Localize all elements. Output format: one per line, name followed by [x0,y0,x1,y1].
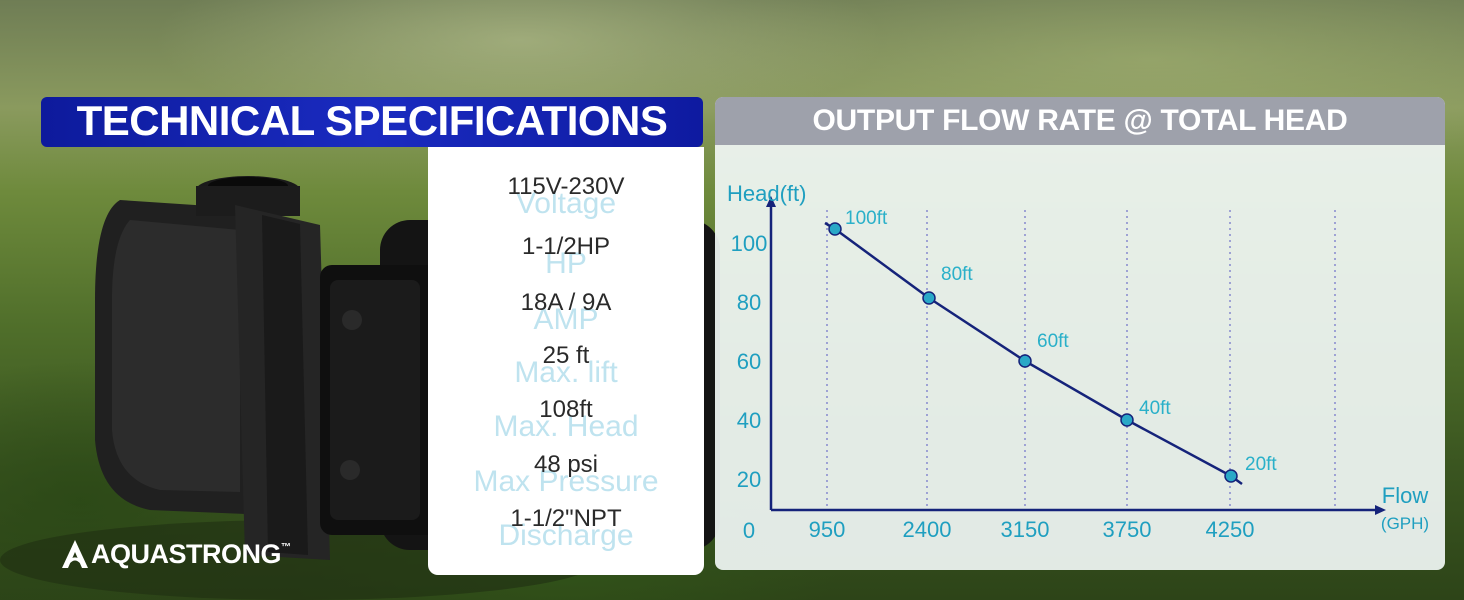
brand-name: AQUASTRONG [91,538,282,569]
spec-label: Max Pressure [473,465,659,498]
spec-value: 1-1/2HP [521,233,611,260]
spec-row-voltage: Voltage 115V-230V [428,167,704,227]
flow-chart: Head(ft) Flow (GPH) 0 100 80 60 40 20 950 2400 3150… [727,181,1429,543]
spec-row-max-head: Max. Head 108ft [428,390,704,450]
data-point [1018,354,1032,368]
spec-value: 25 ft [542,342,590,369]
brand-trademark: ™ [281,542,291,553]
x-tick-label: 4250 [1206,517,1255,542]
y-axis-label: Head(ft) [727,181,806,206]
y-tick-label: 60 [737,349,761,374]
y-tick-label: 20 [737,467,761,492]
y-tick-label: 40 [737,408,761,433]
chart-title: OUTPUT FLOW RATE @ TOTAL HEAD [715,97,1445,145]
spec-row-amp: AMP 18A / 9A [428,283,704,343]
y-tick-label: 80 [737,290,761,315]
data-point [1120,413,1134,427]
spec-row-max-lift: Max. lift 25 ft [428,336,704,396]
data-label: 100ft [845,208,888,229]
spec-label: HP [545,247,587,280]
data-label: 20ft [1245,454,1277,475]
spec-row-discharge: Discharge 1-1/2"NPT [428,499,704,559]
data-point [1224,469,1238,483]
data-point [828,222,842,236]
x-tick-label: 3750 [1103,517,1152,542]
y-tick-label: 100 [731,231,768,256]
data-label: 60ft [1037,331,1069,352]
spec-row-max-pressure: Max Pressure 48 psi [428,445,704,505]
spec-value: 108ft [539,396,593,423]
data-label: 40ft [1139,398,1171,419]
x-axis-label: Flow [1382,483,1429,508]
spec-label: Max. lift [514,356,618,389]
x-axis-unit: (GPH) [1381,514,1429,533]
x-tick-label: 3150 [1001,517,1050,542]
specs-card: Voltage 115V-230V HP 1-1/2HP AMP 18A / 9… [428,147,704,575]
specs-title: TECHNICAL SPECIFICATIONS [41,97,703,147]
spec-value: 48 psi [533,451,599,478]
spec-label: Max. Head [493,410,639,443]
aquastrong-logo-icon [62,540,88,568]
data-label: 80ft [941,264,973,285]
y-axis-arrow [766,196,776,207]
data-point [922,291,936,305]
x-tick-label: 2400 [903,517,952,542]
spec-row-hp: HP 1-1/2HP [428,227,704,287]
spec-value: 115V-230V [507,173,625,200]
series-line [824,221,1243,486]
spec-value: 18A / 9A [520,289,612,316]
x-tick-label: 950 [809,517,846,542]
brand-logo: AQUASTRONG ™ [60,534,291,574]
flow-chart-panel: OUTPUT FLOW RATE @ TOTAL HEAD Head(ft) Fl… [715,97,1445,570]
origin-label: 0 [743,518,755,543]
spec-label: Discharge [498,519,634,552]
spec-label: AMP [533,303,599,336]
x-axis-arrow [1375,505,1386,515]
spec-label: Voltage [515,187,617,220]
spec-value: 1-1/2"NPT [510,505,622,532]
